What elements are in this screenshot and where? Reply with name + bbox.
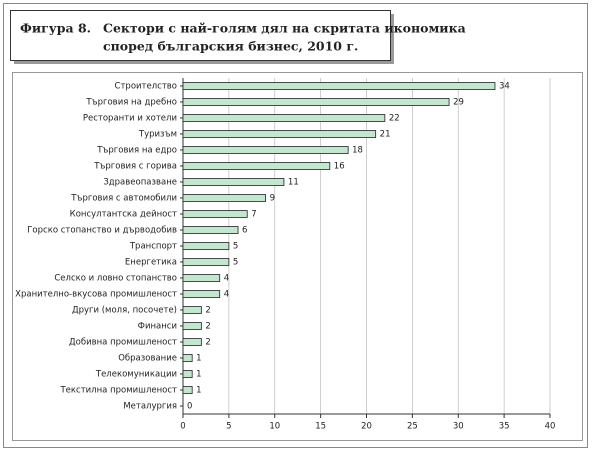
x-tick-label: 20 (361, 422, 372, 432)
bar (182, 98, 450, 106)
bar (182, 290, 221, 298)
bar (182, 338, 202, 346)
value-label: 5 (233, 258, 238, 268)
value-label: 2 (205, 338, 210, 348)
y-tick-label: Металургия (123, 402, 177, 412)
y-tick-label: Търговия с горива (93, 162, 177, 172)
bar (182, 370, 193, 378)
x-tick-label: 0 (180, 422, 185, 432)
value-label: 1 (196, 354, 201, 364)
figure-label: Фигура 8. (20, 21, 91, 36)
y-tick-label: Телекомуникации (95, 370, 177, 380)
bar (182, 210, 248, 218)
value-label: 2 (205, 322, 210, 332)
bar (182, 306, 202, 314)
y-tick-label: Транспорт (129, 242, 177, 252)
x-tick-label: 40 (545, 422, 556, 432)
y-tick-label: Хранително-вкусова промишленост (15, 290, 177, 300)
value-label: 21 (380, 130, 391, 140)
chart-title: според българския бизнес, 2010 г. (103, 39, 358, 54)
y-tick-label: Горско стопанство и дърводобив (27, 226, 177, 236)
x-tick-label: 10 (269, 422, 280, 432)
y-tick-label: Други (моля, посочете) (72, 306, 177, 316)
outer-frame (3, 3, 588, 448)
bar (182, 114, 386, 122)
value-label: 2 (205, 306, 210, 316)
x-tick-label: 5 (226, 422, 231, 432)
y-tick-label: Строителство (115, 82, 177, 92)
value-label: 6 (242, 226, 247, 236)
value-label: 4 (224, 290, 229, 300)
value-label: 34 (499, 82, 510, 92)
y-tick-label: Здравеопазване (103, 178, 177, 188)
value-label: 4 (224, 274, 229, 284)
plot-frame (12, 72, 583, 441)
value-label: 16 (334, 162, 345, 172)
value-label: 29 (453, 98, 464, 108)
value-label: 11 (288, 178, 299, 188)
bar (182, 258, 230, 266)
bar (182, 322, 202, 330)
bar (182, 386, 193, 394)
title-box (10, 10, 391, 61)
chart-title: Сектори с най-голям дял на скритата икон… (103, 21, 466, 36)
bar (182, 130, 377, 138)
x-tick-label: 35 (499, 422, 510, 432)
value-label: 18 (352, 146, 363, 156)
value-label: 22 (389, 114, 400, 124)
bar (182, 242, 230, 250)
bar (182, 178, 285, 186)
bar (182, 354, 193, 362)
bar (182, 82, 496, 90)
y-tick-label: Търговия с автомобили (70, 194, 177, 204)
bar (182, 274, 221, 282)
y-tick-label: Енергетика (125, 258, 177, 268)
x-tick-label: 25 (407, 422, 418, 432)
y-tick-label: Финанси (138, 322, 177, 332)
bar (182, 146, 349, 154)
value-label: 1 (196, 370, 201, 380)
y-tick-label: Селско и ловно стопанство (54, 274, 177, 284)
y-tick-label: Търговия на едро (96, 146, 177, 156)
y-tick-label: Ресторанти и хотели (83, 114, 177, 124)
y-tick-label: Търговия на дребно (85, 98, 177, 108)
x-tick-label: 15 (315, 422, 326, 432)
y-tick-label: Текстилна промишленост (59, 386, 177, 396)
y-tick-label: Консултантска дейност (70, 210, 177, 220)
y-tick-label: Образование (118, 354, 177, 364)
value-label: 9 (270, 194, 275, 204)
value-label: 1 (196, 386, 201, 396)
value-label: 5 (233, 242, 238, 252)
y-tick-label: Добивна промишленост (69, 338, 177, 348)
y-tick-label: Туризъм (138, 130, 177, 140)
value-label: 7 (251, 210, 256, 220)
value-label: 0 (187, 402, 192, 412)
bar (182, 226, 239, 234)
x-tick-label: 30 (453, 422, 464, 432)
bar (182, 162, 331, 170)
bar (182, 194, 266, 202)
